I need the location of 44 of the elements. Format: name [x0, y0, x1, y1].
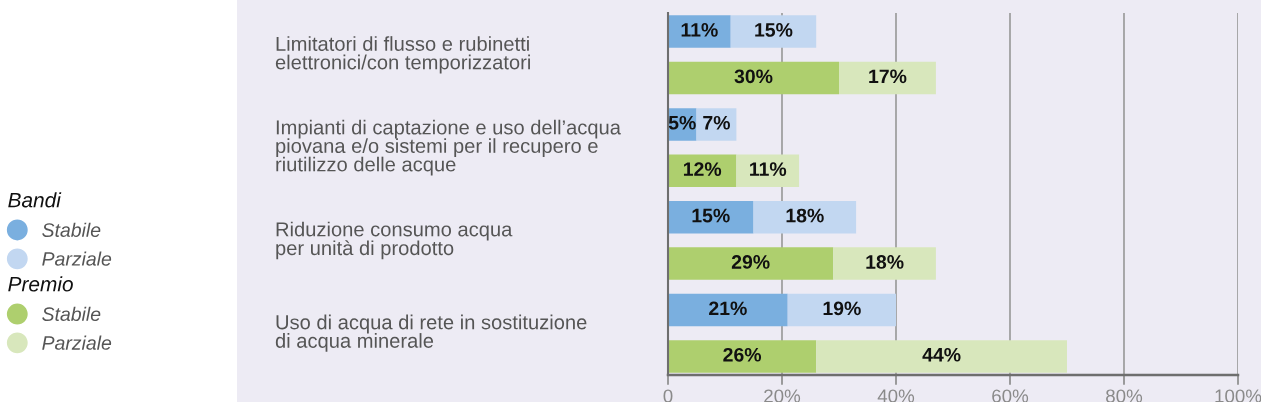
data-label: 29%: [731, 255, 770, 269]
data-label: 44%: [922, 347, 961, 362]
bar: [730, 15, 817, 48]
y-tick-label: Limitatori di flusso e rubinetti elettronici/con temporizzatori: [275, 36, 530, 74]
bar: [833, 247, 936, 280]
data-label: 11%: [681, 23, 718, 37]
bar: [668, 61, 839, 95]
data-label: 30%: [734, 69, 773, 84]
y-tick-label: Uso di acqua di rete in sostituzione di acqua minerale: [275, 314, 587, 352]
bar: [668, 15, 731, 48]
bar: [839, 61, 936, 95]
data-label: 7%: [703, 115, 730, 130]
bar: [668, 247, 834, 280]
data-label: 19%: [823, 301, 861, 316]
text: Premio: [8, 276, 73, 292]
bar: [668, 293, 788, 327]
x-tick-label: 0: [663, 389, 673, 402]
x-tick-label: 100%: [1215, 389, 1261, 402]
data-label: 12%: [683, 162, 722, 176]
x-tick-label: 80%: [1106, 389, 1143, 402]
data-label: 15%: [755, 23, 793, 37]
legend-label: Parziale: [42, 335, 112, 350]
data-label: 26%: [723, 347, 762, 362]
text: Bandi: [8, 192, 62, 208]
bar: [753, 200, 857, 234]
data-label: 21%: [709, 301, 747, 316]
legend-label: Stabile: [42, 306, 101, 322]
bar: [787, 293, 896, 327]
x-tick-label: 40%: [877, 389, 915, 402]
legend-label: Stabile: [42, 222, 101, 237]
legend-label: Parziale: [42, 251, 112, 266]
bar: [816, 340, 1067, 373]
bar: [668, 340, 817, 373]
y-tick-label: Riduzione consumo acqua per unità di prodotto: [276, 221, 513, 260]
bar: [668, 200, 754, 234]
data-label: 5%: [668, 115, 696, 130]
data-label: 18%: [866, 255, 904, 269]
y-tick-label: Impianti di captazione e uso dell’acqua piovana e/o sistemi per il recupero e riutilizzo delle acque: [276, 119, 621, 176]
data-label: 17%: [869, 69, 907, 84]
x-tick-label: 20%: [764, 389, 801, 402]
x-tick-label: 60%: [992, 389, 1029, 402]
data-label: 18%: [786, 208, 824, 223]
data-label: 15%: [692, 208, 730, 223]
data-label: 11%: [750, 162, 787, 176]
